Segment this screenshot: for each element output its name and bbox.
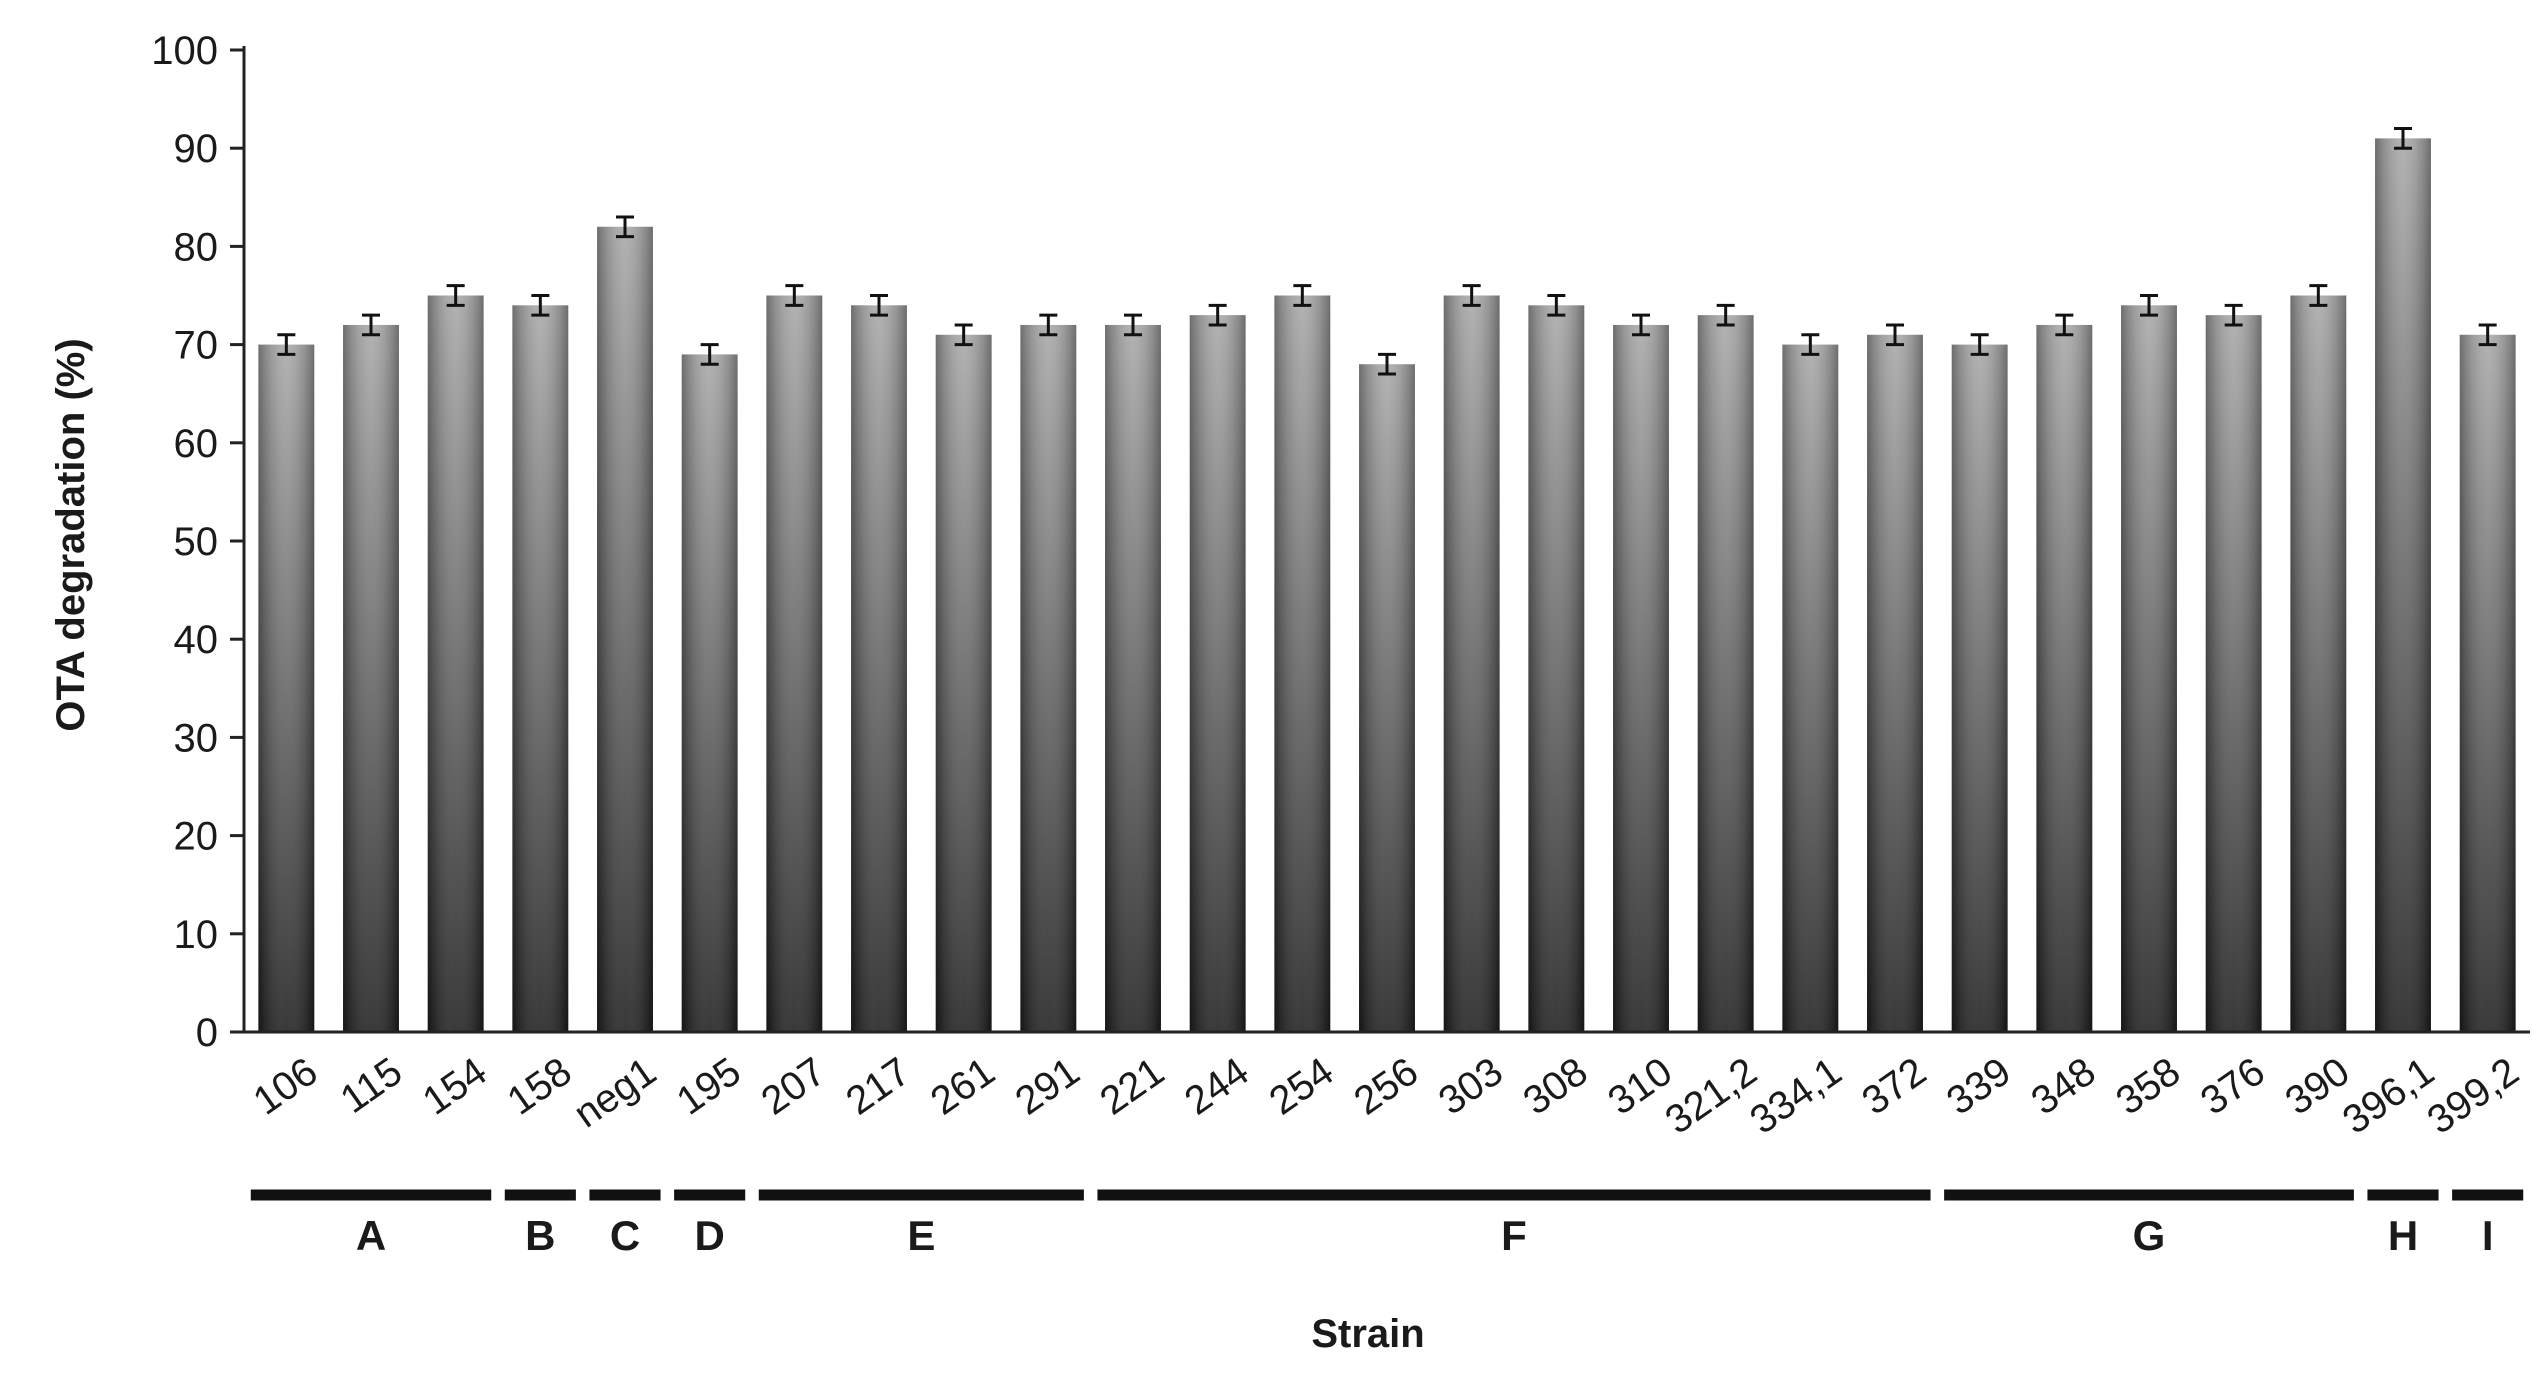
x-axis-title: Strain [1311,1312,1424,1356]
bar-shading [1443,295,1500,1032]
x-tick-label: 358 [2108,1049,2188,1123]
x-tick-label: 158 [500,1049,580,1123]
x-tick-label: 256 [1346,1049,1426,1123]
x-tick-label: 106 [246,1049,326,1123]
bar-shading [512,305,569,1032]
bar-shading [1528,305,1585,1032]
x-tick-label: 254 [1262,1049,1342,1123]
bar-shading [1359,364,1415,1032]
y-tick-label: 80 [174,225,219,269]
bar-shading [1697,315,1754,1032]
y-tick-label: 100 [151,29,218,73]
bar-shading [1782,344,1839,1033]
bar-shading [681,354,738,1032]
y-tick-label: 40 [174,618,219,662]
bar-shading [2375,138,2431,1032]
bar-shading [766,295,823,1032]
group-label: A [356,1212,386,1259]
y-tick-label: 20 [174,815,219,859]
x-tick-label: 217 [838,1049,918,1123]
y-tick-label: 30 [174,716,219,760]
x-tick-label: 244 [1177,1049,1257,1123]
x-tick-label: 195 [669,1049,749,1123]
x-tick-label: 207 [754,1049,834,1123]
bar-shading [1105,324,1161,1033]
x-tick-label: 372 [1854,1049,1934,1123]
bar-shading [1613,324,1669,1033]
y-tick-label: 70 [174,324,219,368]
bars [258,127,2516,1033]
group-label: D [694,1212,724,1259]
x-tick-label: 396,1 [2335,1049,2442,1142]
group-label: E [907,1212,935,1259]
x-tick-label: 334,1 [1742,1049,1849,1142]
group-label: C [610,1212,640,1259]
x-tick-label: 339 [1939,1049,2019,1123]
bar-shading [427,295,484,1032]
bar-shading [1274,295,1331,1032]
x-tick-label: 261 [923,1049,1003,1123]
x-tick-label: 308 [1516,1049,1596,1123]
bar-shading [935,334,992,1032]
group-label: B [525,1212,555,1259]
bar-shading [1951,344,2008,1033]
bar-shading [343,324,399,1033]
x-tick-label: 291 [1008,1049,1088,1123]
bar-shading [597,226,653,1032]
bar-shading [851,305,907,1032]
x-tick-label: 321,2 [1658,1049,1765,1142]
y-tick-label: 50 [174,520,219,564]
bar-shading [1189,315,1246,1032]
y-tick-label: 60 [174,422,219,466]
x-tick-label: 399,2 [2420,1049,2527,1142]
x-tick-label: 303 [1431,1049,1511,1123]
bar-shading [2290,295,2347,1032]
bar-shading [1867,334,1923,1032]
y-tick-label: 10 [174,913,219,957]
bar-shading [2121,305,2177,1032]
strain-groups: A B C D E F G H I [250,1189,2524,1259]
y-axis-title: OTA degradation (%) [49,338,93,731]
y-axis: 0 10 20 30 40 50 60 70 80 90 100 [151,29,246,1055]
x-tick-label: 115 [333,1049,410,1122]
x-tick-label: 221 [1092,1049,1172,1123]
x-tick-label: 154 [415,1049,495,1123]
bar-shading [2459,334,2516,1032]
group-label: H [2388,1212,2418,1259]
bar-shading [1020,324,1077,1033]
group-label: F [1501,1212,1527,1259]
bar-shading [258,344,315,1033]
x-tick-label: 376 [2193,1049,2273,1123]
bar-shading [2205,315,2262,1032]
x-tick-label: 348 [2024,1049,2104,1123]
group-label: G [2133,1212,2166,1259]
bar-shading [2036,324,2093,1033]
group-label: I [2482,1212,2494,1259]
y-tick-label: 0 [196,1011,218,1055]
y-tick-label: 90 [174,127,219,171]
x-tick-label: neg1 [566,1049,664,1136]
